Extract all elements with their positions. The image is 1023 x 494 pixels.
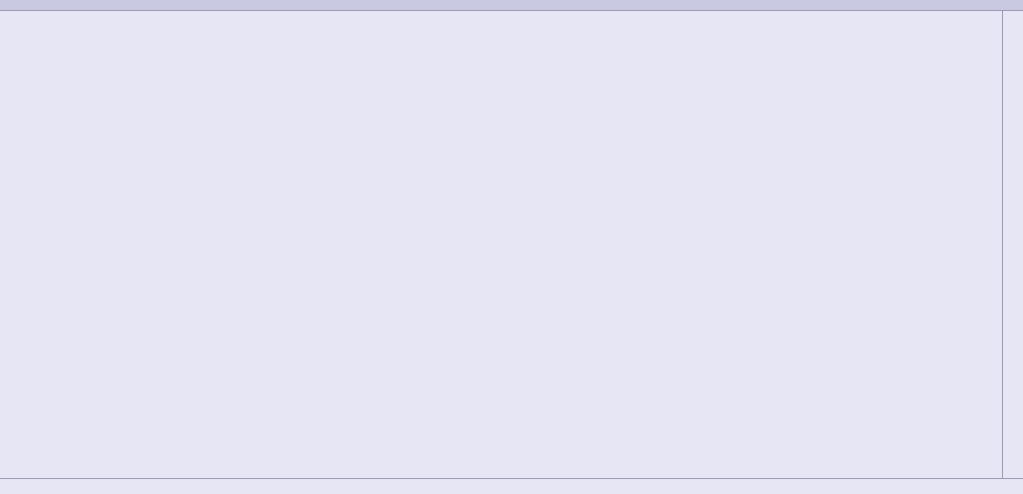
time-axis[interactable] [0,478,1023,494]
chart-plot-area[interactable] [0,0,1002,478]
price-axis[interactable] [1002,11,1023,478]
window-topbar [0,0,1023,11]
